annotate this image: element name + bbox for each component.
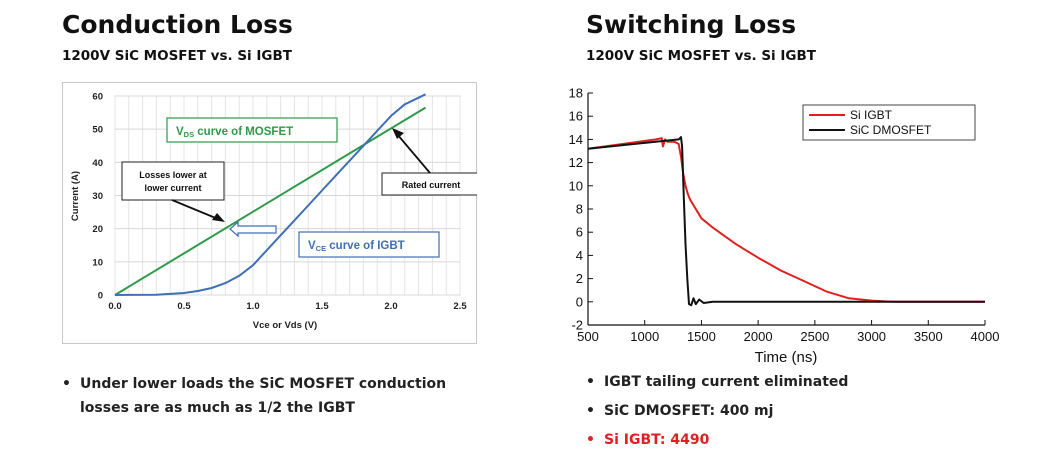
x-tick-label: 1.0 [246,301,259,312]
left-panel-title: Conduction Loss [62,10,293,39]
bullet-item: IGBT tailing current eliminated [584,368,848,397]
losses-lower-annotation: Losses lower at lower current [121,161,225,222]
x-axis-label: Vce or Vds (V) [253,320,317,331]
right-panel-title: Switching Loss [586,10,797,39]
svg-text:Rated current: Rated current [402,180,461,190]
conduction-loss-chart: 0 10 20 30 40 50 60 0.0 0.5 1.0 1.5 2.0 2.5 Vce or V… [62,82,477,344]
x-tick-label: 1500 [687,329,716,344]
x-axis-label: Time (ns) [755,349,818,366]
y-tick-label: 6 [576,225,583,240]
y-tick-label: 10 [569,178,583,193]
y-tick-label: 16 [569,109,583,124]
x-tick-label: 2.0 [384,301,397,312]
y-tick-label: 12 [569,155,583,170]
sic-dmosfet-series-line [587,136,985,307]
y-tick-label: 14 [569,132,583,147]
x-tick-label: 0.5 [177,301,191,312]
svg-text:Losses lower at: Losses lower at [139,170,207,180]
y-tick-label: 60 [92,92,103,103]
x-tick-label: 2000 [744,329,773,344]
x-tick-label: 2.5 [453,301,467,312]
right-panel-subtitle: 1200V SiC MOSFET vs. Si IGBT [586,48,816,64]
x-tick-label: 1.5 [315,301,329,312]
legend-label-sic-dmosfet: SiC DMOSFET [850,123,932,137]
legend-label-si-igbt: Si IGBT [850,108,893,122]
y-tick-label: 0 [576,294,583,309]
y-tick-label: 0 [98,291,103,302]
mosfet-curve-label: VDS curve of MOSFET [166,117,338,143]
y-axis-label: Current (A) [70,171,81,221]
y-tick-label: 30 [92,191,103,202]
x-tick-label: 0.0 [108,301,121,312]
svg-text:VDS curve of MOSFET: VDS curve of MOSFET [176,126,293,139]
y-tick-label: 20 [92,224,103,235]
y-tick-label: -2 [571,318,583,333]
bullet-item: SiC DMOSFET: 400 mj [584,397,848,426]
x-tick-label: 3000 [857,329,886,344]
x-tick-label: 4000 [971,329,1000,344]
x-tick-label: 3500 [914,329,943,344]
si-igbt-series-line [587,137,985,303]
bullet-item-continuation: losses are as much as 1/2 the IGBT [80,400,355,416]
legend: Si IGBT SiC DMOSFET [802,104,976,141]
y-tick-label: 18 [569,86,583,101]
x-tick-label: 1000 [630,329,659,344]
y-tick-label: 2 [576,271,583,286]
y-tick-label: 8 [576,202,583,217]
y-tick-label: 4 [576,248,583,263]
rated-current-annotation: Rated current [381,128,477,196]
bullet-item-highlight: Si IGBT: 4490 [584,426,848,455]
y-tick-label: 10 [92,257,103,268]
left-panel-subtitle: 1200V SiC MOSFET vs. Si IGBT [62,48,292,64]
igbt-series-line [114,93,426,296]
x-tick-label: 2500 [800,329,829,344]
switching-loss-chart: -2 0 2 4 6 8 10 12 14 16 18 500 1000 1500 2000 2500 3000… [569,86,1000,367]
hollow-arrow [229,220,277,238]
igbt-curve-label: VCE curve of IGBT [298,231,440,258]
x-tick-label: 500 [577,329,599,344]
right-bullet-list: IGBT tailing current eliminated SiC DMOS… [584,368,848,455]
bullet-item: Under lower loads the SiC MOSFET conduct… [60,372,446,396]
svg-text:lower current: lower current [144,183,201,193]
svg-text:VCE curve of IGBT: VCE curve of IGBT [308,240,405,253]
left-bullet-list: Under lower loads the SiC MOSFET conduct… [60,372,446,420]
y-tick-label: 50 [92,125,103,136]
mosfet-series-line [114,106,427,296]
y-tick-label: 40 [92,158,103,169]
